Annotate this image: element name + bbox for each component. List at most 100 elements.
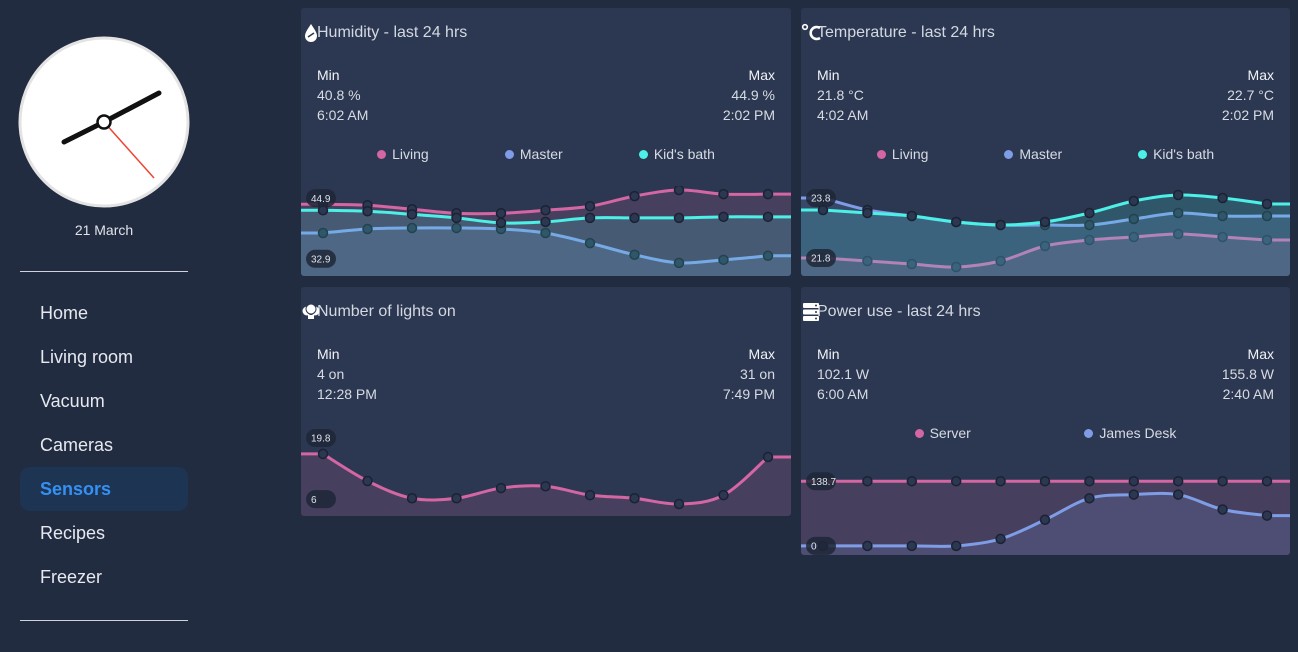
card-title: Number of lights on: [317, 303, 456, 320]
point: [406, 493, 418, 504]
legend-label: James Desk: [1099, 425, 1177, 441]
nav-item[interactable]: Cameras: [40, 435, 114, 455]
point: [451, 222, 462, 234]
nav-item[interactable]: Freezer: [40, 567, 103, 587]
point: [673, 212, 685, 224]
point: [1172, 228, 1184, 240]
area-edge: [768, 216, 791, 276]
legend-label: Master: [519, 146, 563, 162]
point: [718, 489, 729, 501]
nav-item[interactable]: Vacuum: [40, 391, 105, 411]
point: [862, 540, 873, 552]
point: [1172, 489, 1184, 500]
point: [1084, 219, 1095, 231]
point: [1084, 234, 1095, 246]
chart: 0 138.7: [801, 472, 1290, 555]
max-time: 7:49 PM: [722, 386, 775, 402]
legend: Living Master Kid's bath: [801, 146, 1290, 162]
card: Power use - last 24 hrs Min 102.1 W 6:00 AM…: [801, 287, 1290, 555]
point: [862, 255, 873, 267]
point: [1128, 195, 1140, 207]
area: [823, 194, 1267, 276]
legend-item: Kid's bath: [638, 146, 715, 162]
legend-label: Kid's bath: [1153, 146, 1215, 162]
date: 21 March: [74, 222, 134, 238]
min-value: 102.1 W: [817, 366, 870, 382]
point: [362, 206, 373, 217]
card: Humidity - last 24 hrs Min 40.8 % 6:02 AM Ma…: [301, 8, 791, 276]
max-time: 2:02 PM: [1221, 107, 1274, 123]
card-title: Temperature - last 24 hrs: [817, 24, 995, 41]
point: [718, 188, 729, 200]
point: [950, 475, 962, 487]
area-edge: [1267, 481, 1290, 555]
point: [1261, 475, 1273, 487]
legend-dot: [1084, 428, 1094, 438]
area: [823, 234, 1267, 276]
point: [762, 211, 774, 223]
point: [540, 227, 551, 239]
point: [495, 482, 507, 494]
y-tick-label: 19.8: [311, 434, 331, 445]
point: [540, 205, 551, 216]
point: [495, 208, 507, 219]
point: [584, 200, 596, 212]
max-label: Max: [748, 346, 775, 362]
area-edge: [768, 255, 791, 276]
point: [1128, 213, 1140, 225]
point: [1261, 198, 1273, 210]
point: [629, 493, 640, 504]
point: [540, 216, 551, 228]
min-label: Min: [817, 67, 840, 83]
point: [995, 255, 1006, 267]
legend: Server James Desk: [801, 425, 1290, 441]
min-time: 6:00 AM: [817, 386, 869, 402]
min-time: 12:28 PM: [317, 386, 377, 402]
point: [584, 489, 596, 501]
max-value: 155.8 W: [1221, 366, 1274, 382]
point: [906, 258, 918, 270]
area-edge: [1267, 515, 1290, 555]
max-label: Max: [1247, 67, 1274, 83]
max-time: 2:02 PM: [722, 107, 775, 123]
point: [451, 493, 462, 504]
point: [1128, 231, 1140, 243]
legend-label: Living: [392, 146, 429, 162]
legend-item: Server: [914, 425, 971, 441]
card: Temperature - last 24 hrs Min 21.8 °C 4:02 …: [801, 8, 1290, 276]
point: [906, 540, 918, 552]
nav-item[interactable]: Living room: [40, 347, 134, 367]
max-block: Max 155.8 W 2:40 AM: [1222, 344, 1274, 404]
point: [362, 475, 373, 487]
point: [1039, 240, 1051, 252]
point: [1172, 189, 1184, 201]
point: [362, 223, 373, 235]
point: [762, 451, 774, 463]
y-tick-label: 32.9: [311, 254, 331, 265]
area-edge: [801, 481, 823, 555]
tick-badge: [306, 490, 336, 509]
point: [673, 257, 685, 269]
y-tick-label: 6: [311, 495, 317, 506]
point: [762, 250, 774, 262]
max-block: Max 31 on 7:49 PM: [723, 344, 775, 404]
max-label: Max: [1247, 346, 1274, 362]
area-edge: [768, 457, 791, 516]
legend-dot: [1004, 149, 1014, 159]
point: [1261, 210, 1273, 222]
tick-badge: [306, 249, 336, 268]
nav-item[interactable]: Sensors: [20, 467, 188, 511]
y-tick-label: 138.7: [811, 477, 836, 488]
icon: [803, 303, 819, 321]
chart: 21.8 23.8: [801, 189, 1290, 276]
nav-item[interactable]: Recipes: [40, 523, 106, 543]
y-tick-label: 44.9: [311, 194, 331, 205]
legend-label: Master: [1019, 146, 1063, 162]
point: [1039, 216, 1051, 228]
point: [1039, 475, 1051, 487]
point: [1128, 489, 1140, 500]
point: [1217, 231, 1228, 243]
point: [673, 186, 685, 196]
nav-item[interactable]: Home: [40, 303, 89, 323]
tick-badge: [806, 249, 836, 267]
